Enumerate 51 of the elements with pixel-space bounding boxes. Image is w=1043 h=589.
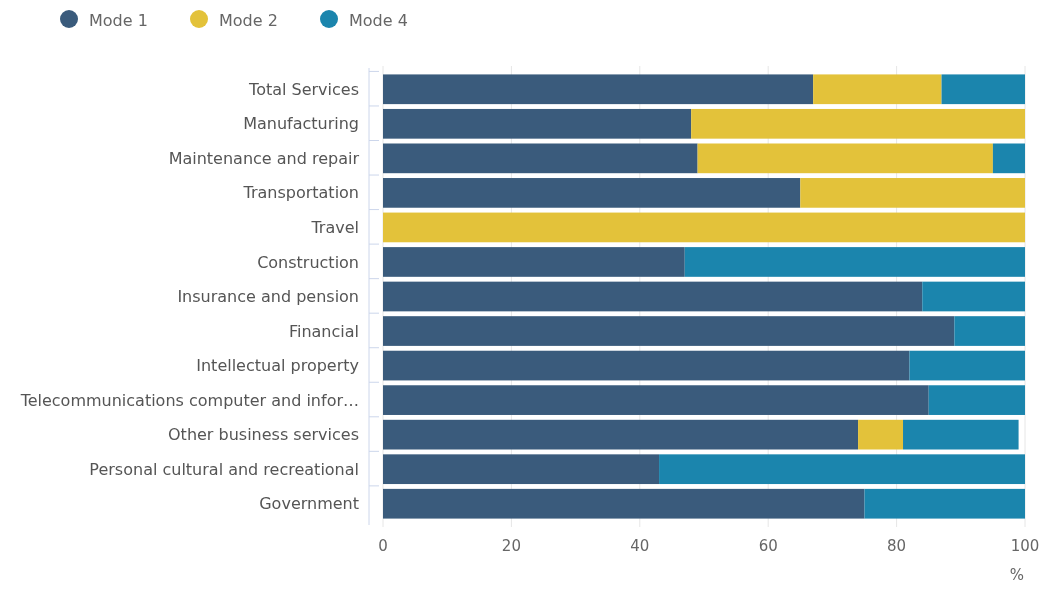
x-tick-label: 0 <box>378 537 388 555</box>
bar <box>697 143 993 174</box>
y-tick-label: Transportation <box>242 183 359 203</box>
bar <box>813 74 942 105</box>
x-tick-label: 40 <box>630 537 650 555</box>
x-axis-title: % <box>1009 566 1025 584</box>
bar <box>383 108 692 139</box>
y-tick-label: Other business services <box>168 425 359 445</box>
bar <box>383 385 929 415</box>
x-tick-label: 60 <box>758 537 778 555</box>
bar <box>383 212 1025 243</box>
bar <box>659 454 1025 485</box>
legend-label: Mode 4 <box>349 10 408 30</box>
bar <box>909 350 1025 381</box>
bar <box>800 178 1025 208</box>
y-tick-label: Manufacturing <box>243 114 359 134</box>
bar <box>383 316 955 346</box>
bar <box>383 419 859 450</box>
y-tick-label: Construction <box>257 252 359 272</box>
y-tick-label: Intellectual property <box>196 356 359 376</box>
bar <box>383 74 814 105</box>
bar <box>383 281 923 312</box>
bar <box>383 488 865 519</box>
bar <box>928 385 1025 415</box>
y-tick-label: Maintenance and repair <box>168 148 360 168</box>
y-tick-label: Government <box>259 494 359 514</box>
y-tick-label: Insurance and pension <box>177 287 359 307</box>
y-tick-label: Total Services <box>248 79 359 99</box>
x-tick-label: 80 <box>887 537 907 555</box>
bar <box>922 281 1025 312</box>
bar <box>383 178 801 208</box>
bar <box>383 454 660 485</box>
bar <box>858 419 904 450</box>
y-tick-label: Travel <box>310 218 359 238</box>
x-tick-label: 20 <box>501 537 521 555</box>
bar <box>383 350 910 381</box>
bar <box>691 108 1025 139</box>
legend-label: Mode 2 <box>219 10 278 30</box>
bar <box>864 488 1025 519</box>
bar <box>684 247 1025 277</box>
bar <box>992 143 1025 174</box>
bar <box>954 316 1025 346</box>
x-tick-label: 100 <box>1010 537 1040 555</box>
legend-label: Mode 1 <box>89 10 148 30</box>
bar <box>383 143 698 174</box>
bar <box>383 247 685 277</box>
y-tick-label: Telecommunications computer and infor… <box>19 390 359 410</box>
y-tick-label: Personal cultural and recreational <box>89 459 359 479</box>
y-tick-label: Financial <box>288 321 359 341</box>
bar <box>903 419 1019 450</box>
bar <box>941 74 1025 105</box>
